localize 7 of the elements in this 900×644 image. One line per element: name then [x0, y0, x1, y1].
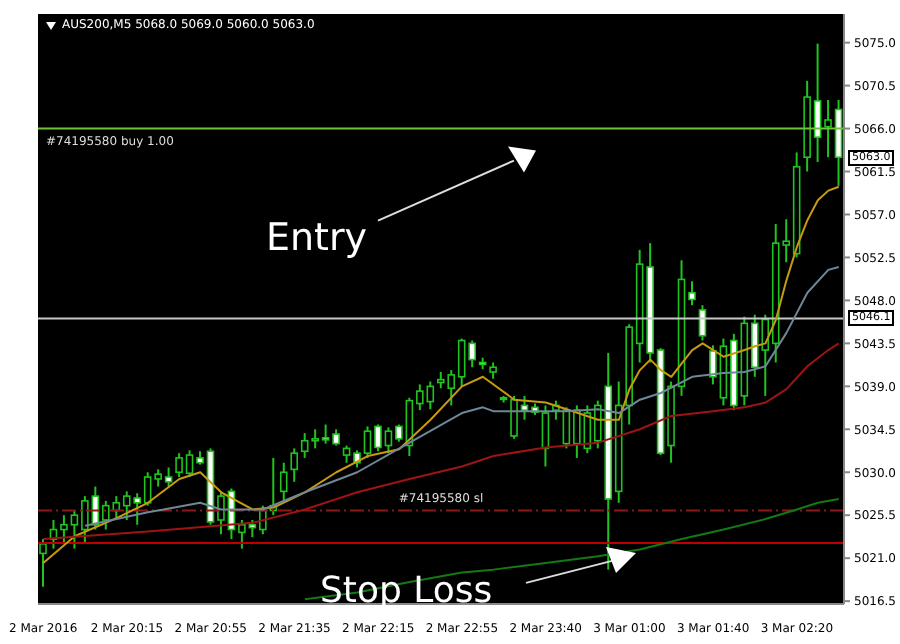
annotation: Stop Loss	[320, 570, 493, 612]
line-series	[42, 185, 840, 564]
candlestick	[279, 461, 288, 502]
line-series	[303, 497, 840, 601]
candlestick	[290, 447, 299, 483]
annotation: Entry	[266, 216, 368, 260]
line-series	[42, 342, 840, 541]
